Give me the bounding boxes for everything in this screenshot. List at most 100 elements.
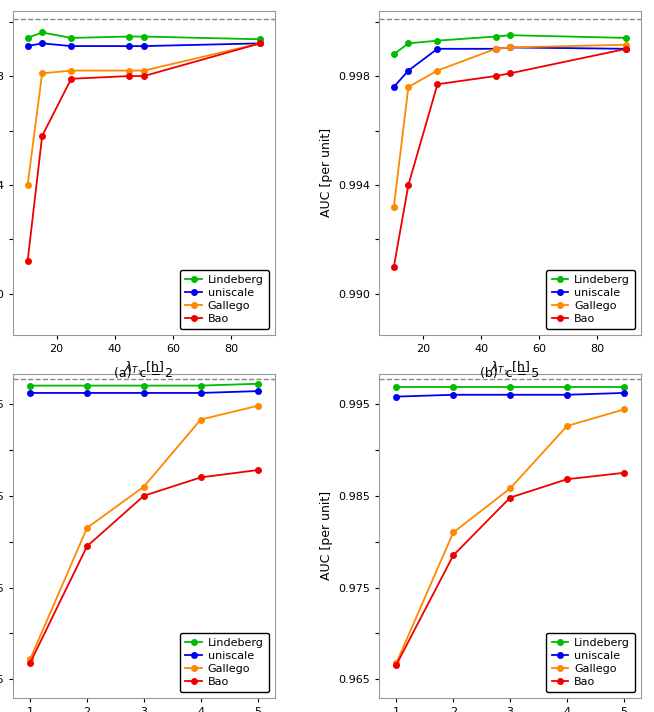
Lindeberg	[140, 32, 148, 41]
Y-axis label: AUC [per unit]: AUC [per unit]	[320, 128, 333, 217]
Lindeberg	[392, 383, 400, 392]
Gallego	[83, 523, 91, 532]
Bao	[67, 75, 75, 83]
Gallego	[26, 655, 34, 664]
Gallego	[506, 484, 514, 493]
uniscale	[140, 389, 148, 397]
uniscale	[492, 45, 500, 53]
Lindeberg	[126, 32, 133, 41]
Line: uniscale: uniscale	[391, 45, 629, 90]
Gallego	[67, 66, 75, 75]
Gallego	[492, 45, 500, 53]
Gallego	[197, 415, 205, 424]
Bao	[140, 491, 148, 500]
Lindeberg	[254, 379, 262, 388]
Lindeberg	[506, 31, 514, 39]
Legend: Lindeberg, uniscale, Gallego, Bao: Lindeberg, uniscale, Gallego, Bao	[546, 270, 636, 329]
Bao	[24, 257, 31, 266]
Lindeberg	[67, 33, 75, 42]
Bao	[434, 80, 441, 88]
uniscale	[67, 42, 75, 51]
Bao	[620, 468, 628, 477]
Gallego	[563, 422, 571, 430]
uniscale	[506, 43, 514, 52]
Line: Bao: Bao	[391, 46, 629, 269]
Bao	[563, 475, 571, 483]
Gallego	[449, 528, 457, 537]
uniscale	[24, 42, 31, 51]
Bao	[623, 45, 630, 53]
Line: uniscale: uniscale	[394, 390, 627, 399]
Bao	[506, 493, 514, 502]
uniscale	[392, 392, 400, 401]
uniscale	[83, 389, 91, 397]
Lindeberg	[26, 382, 34, 390]
Text: (b)  c = 5: (b) c = 5	[481, 367, 540, 379]
Lindeberg	[390, 50, 398, 58]
Bao	[492, 72, 500, 80]
Line: Gallego: Gallego	[27, 403, 260, 662]
Gallego	[390, 202, 398, 211]
Bao	[392, 661, 400, 669]
Line: Lindeberg: Lindeberg	[25, 30, 263, 42]
Gallego	[623, 41, 630, 49]
Gallego	[38, 69, 46, 78]
Gallego	[506, 43, 514, 52]
Gallego	[140, 66, 148, 75]
Lindeberg	[197, 382, 205, 390]
Y-axis label: AUC [per unit]: AUC [per unit]	[320, 491, 333, 580]
Gallego	[254, 402, 262, 410]
Lindeberg	[623, 33, 630, 42]
Legend: Lindeberg, uniscale, Gallego, Bao: Lindeberg, uniscale, Gallego, Bao	[180, 633, 269, 692]
Bao	[390, 263, 398, 271]
Line: Bao: Bao	[27, 467, 260, 666]
Line: Bao: Bao	[394, 470, 627, 667]
uniscale	[197, 389, 205, 397]
Bao	[126, 72, 133, 80]
Gallego	[404, 83, 412, 91]
Bao	[38, 132, 46, 140]
Lindeberg	[256, 35, 264, 43]
Gallego	[392, 659, 400, 667]
Gallego	[126, 66, 133, 75]
Lindeberg	[38, 28, 46, 37]
Bao	[254, 466, 262, 474]
Line: Gallego: Gallego	[391, 42, 629, 209]
Line: uniscale: uniscale	[25, 41, 263, 49]
Line: Lindeberg: Lindeberg	[391, 33, 629, 57]
Bao	[83, 542, 91, 550]
Gallego	[24, 181, 31, 189]
uniscale	[404, 66, 412, 75]
uniscale	[506, 390, 514, 399]
Legend: Lindeberg, uniscale, Gallego, Bao: Lindeberg, uniscale, Gallego, Bao	[546, 633, 636, 692]
Line: Lindeberg: Lindeberg	[394, 384, 627, 390]
Lindeberg	[24, 33, 31, 42]
Gallego	[256, 39, 264, 48]
Lindeberg	[506, 383, 514, 392]
uniscale	[38, 39, 46, 48]
Lindeberg	[140, 382, 148, 390]
uniscale	[563, 390, 571, 399]
uniscale	[434, 45, 441, 53]
Bao	[404, 181, 412, 189]
Gallego	[434, 66, 441, 75]
Bao	[506, 69, 514, 78]
uniscale	[390, 83, 398, 91]
Bao	[26, 659, 34, 667]
Gallego	[620, 405, 628, 414]
Line: uniscale: uniscale	[27, 388, 260, 396]
Lindeberg	[563, 383, 571, 392]
uniscale	[126, 42, 133, 51]
uniscale	[254, 387, 262, 395]
Lindeberg	[620, 383, 628, 392]
Line: Gallego: Gallego	[25, 41, 263, 188]
uniscale	[620, 389, 628, 397]
Gallego	[140, 482, 148, 491]
Bao	[197, 473, 205, 482]
Bao	[256, 39, 264, 48]
Line: Bao: Bao	[25, 41, 263, 264]
X-axis label: $\lambda_{T_1}$ [h]: $\lambda_{T_1}$ [h]	[124, 360, 164, 377]
Bao	[449, 551, 457, 560]
Lindeberg	[449, 383, 457, 392]
Text: (a)  c = 2: (a) c = 2	[114, 367, 173, 379]
